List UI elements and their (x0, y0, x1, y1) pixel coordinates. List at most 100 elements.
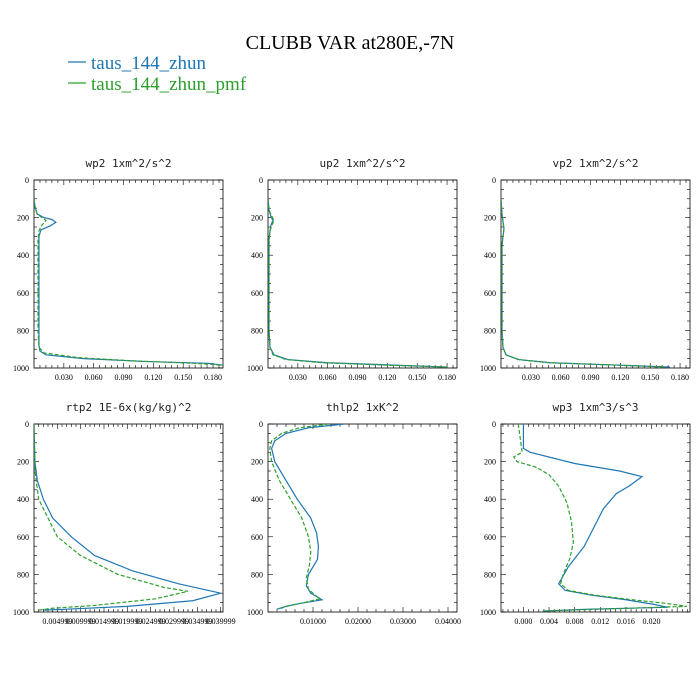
x-tick-label: 0.120 (144, 373, 162, 382)
panel-title: wp3 1xm^3/s^3 (552, 401, 638, 414)
x-tick-label: 0.030 (522, 373, 540, 382)
x-tick-label: 0.180 (438, 373, 456, 382)
y-tick-label: 1000 (13, 608, 29, 617)
series-line-2 (501, 198, 666, 368)
figure-title: CLUBB VAR at280E,-7N (246, 32, 455, 54)
x-tick-label: 0.120 (611, 373, 629, 382)
series-line-2 (268, 198, 448, 368)
panel-6: wp3 1xm^3/s^3 0 200 400 600 800 1000 0.000 0.004… (480, 401, 691, 626)
y-tick-label: 600 (484, 533, 496, 542)
y-tick-label: 800 (251, 326, 263, 335)
panel-grid: wp2 1xm^2/s^2 0 200 400 600 800 1000 0.030 0.060… (13, 157, 691, 626)
x-tick-label: 0.009999 (66, 617, 96, 626)
panel-3: vp2 1xm^2/s^2 0 200 400 600 800 1000 0.030 0.060… (480, 157, 691, 382)
y-tick-label: 400 (251, 251, 263, 260)
legend-label-1: taus_144_zhun (91, 53, 207, 74)
y-tick-label: 1000 (480, 608, 496, 617)
y-tick-label: 0 (25, 176, 29, 185)
y-tick-label: 0 (492, 176, 496, 185)
panel-5: thlp2 1xK^2 0 200 400 600 800 1000 0.01000 0.020… (247, 401, 461, 626)
panel-1: wp2 1xm^2/s^2 0 200 400 600 800 1000 0.030 0.060… (13, 157, 224, 382)
series-line-1 (270, 424, 345, 610)
series-line-2 (34, 424, 189, 611)
y-tick-label: 200 (251, 214, 263, 223)
x-tick-label: 0.016 (617, 617, 635, 626)
y-tick-label: 200 (251, 458, 263, 467)
y-tick-label: 1000 (247, 364, 263, 373)
y-tick-label: 200 (484, 214, 496, 223)
x-tick-label: 0.004 (540, 617, 558, 626)
y-tick-label: 200 (484, 458, 496, 467)
x-tick-label: 0.060 (552, 373, 570, 382)
panel-title: up2 1xm^2/s^2 (319, 157, 405, 170)
x-tick-label: 0.030 (55, 373, 73, 382)
y-tick-label: 800 (17, 570, 29, 579)
x-tick-label: 0.150 (408, 373, 426, 382)
panel-title: vp2 1xm^2/s^2 (552, 157, 638, 170)
x-tick-label: 0.004999 (42, 617, 72, 626)
series-line-2 (512, 424, 687, 612)
series-line-2 (34, 198, 223, 366)
y-tick-label: 600 (251, 533, 263, 542)
series-line-1 (34, 198, 223, 366)
x-tick-label: 0.01000 (300, 617, 326, 626)
x-tick-label: 0.008 (566, 617, 584, 626)
panel-title: rtp2 1E-6x(kg/kg)^2 (66, 401, 192, 414)
x-tick-label: 0.060 (85, 373, 103, 382)
x-tick-label: 0.039999 (206, 617, 236, 626)
x-tick-label: 0.060 (319, 373, 337, 382)
y-tick-label: 0 (492, 420, 496, 429)
y-tick-label: 800 (484, 326, 496, 335)
x-tick-label: 0.014999 (89, 617, 119, 626)
y-tick-label: 200 (17, 458, 29, 467)
x-tick-label: 0.090 (115, 373, 133, 382)
x-tick-label: 0.03000 (390, 617, 416, 626)
x-tick-label: 0.020 (643, 617, 661, 626)
y-tick-label: 400 (251, 495, 263, 504)
x-tick-label: 0.029999 (159, 617, 189, 626)
x-tick-label: 0.04000 (435, 617, 461, 626)
panel-2: up2 1xm^2/s^2 0 200 400 600 800 1000 0.030 0.060… (247, 157, 458, 382)
y-tick-label: 400 (484, 495, 496, 504)
y-tick-label: 1000 (13, 364, 29, 373)
x-tick-label: 0.012 (591, 617, 609, 626)
x-tick-label: 0.180 (204, 373, 222, 382)
y-tick-label: 600 (251, 289, 263, 298)
panel-title: wp2 1xm^2/s^2 (85, 157, 171, 170)
y-tick-label: 600 (17, 289, 29, 298)
x-tick-label: 0.150 (174, 373, 192, 382)
y-tick-label: 0 (259, 176, 263, 185)
y-tick-label: 0 (259, 420, 263, 429)
x-tick-label: 0.150 (641, 373, 659, 382)
x-tick-label: 0.120 (378, 373, 396, 382)
series-line-2 (269, 424, 329, 610)
y-tick-label: 600 (17, 533, 29, 542)
x-tick-label: 0.180 (671, 373, 689, 382)
x-tick-label: 0.030 (289, 373, 307, 382)
y-tick-label: 800 (251, 570, 263, 579)
y-tick-label: 1000 (480, 364, 496, 373)
panel-4: rtp2 1E-6x(kg/kg)^2 0 200 400 600 800 1000 0.00… (13, 401, 236, 626)
x-tick-label: 0.000 (514, 617, 532, 626)
x-tick-label: 0.02000 (345, 617, 371, 626)
y-tick-label: 800 (484, 570, 496, 579)
y-tick-label: 400 (17, 251, 29, 260)
y-tick-label: 0 (25, 420, 29, 429)
x-tick-label: 0.090 (582, 373, 600, 382)
figure-legend: taus_144_zhun taus_144_zhun_pmf (68, 53, 247, 95)
y-tick-label: 400 (17, 495, 29, 504)
series-line-1 (522, 424, 668, 612)
y-tick-label: 800 (17, 326, 29, 335)
panel-title: thlp2 1xK^2 (326, 401, 399, 414)
series-line-1 (34, 424, 221, 611)
y-tick-label: 1000 (247, 608, 263, 617)
x-tick-label: 0.090 (349, 373, 367, 382)
y-tick-label: 400 (484, 251, 496, 260)
legend-label-2: taus_144_zhun_pmf (91, 74, 247, 95)
y-tick-label: 600 (484, 289, 496, 298)
x-tick-label: 0.024999 (136, 617, 166, 626)
x-tick-label: 0.034999 (182, 617, 212, 626)
y-tick-label: 200 (17, 214, 29, 223)
